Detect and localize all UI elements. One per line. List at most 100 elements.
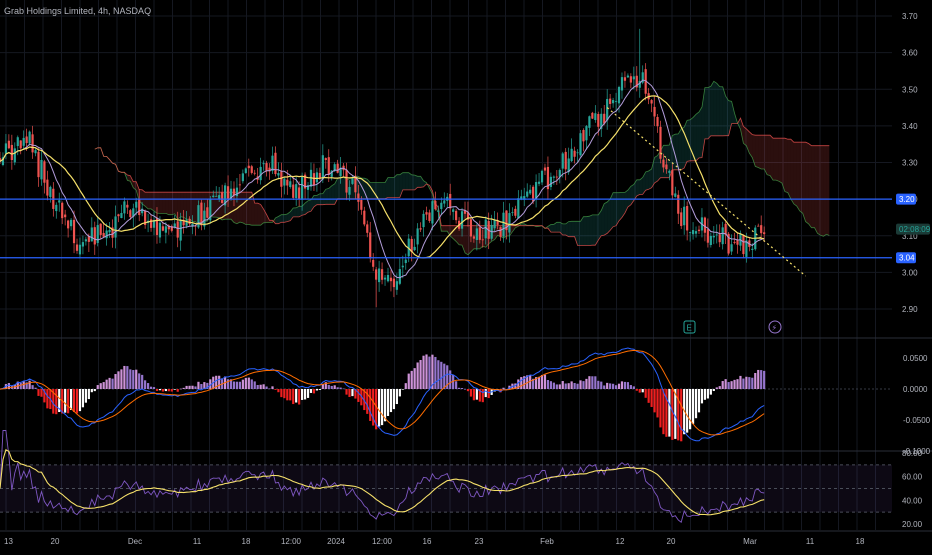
- candle-body[interactable]: [535, 182, 537, 199]
- candle-body[interactable]: [594, 113, 596, 120]
- candle-body[interactable]: [757, 226, 759, 227]
- candle-body[interactable]: [751, 249, 753, 250]
- candle-body[interactable]: [722, 227, 724, 244]
- candle-body[interactable]: [316, 172, 318, 182]
- candle-body[interactable]: [494, 220, 496, 228]
- candle-body[interactable]: [11, 145, 13, 160]
- candle-body[interactable]: [103, 233, 105, 237]
- candle-body[interactable]: [422, 214, 424, 227]
- candle-body[interactable]: [390, 278, 392, 281]
- candle-body[interactable]: [325, 158, 327, 160]
- candle-body[interactable]: [517, 198, 519, 218]
- candle-body[interactable]: [366, 224, 368, 232]
- candle-body[interactable]: [351, 179, 353, 184]
- candle-body[interactable]: [381, 269, 383, 280]
- candle-body[interactable]: [662, 160, 664, 168]
- candle-body[interactable]: [292, 185, 294, 198]
- candle-body[interactable]: [514, 209, 516, 216]
- candle-body[interactable]: [43, 161, 45, 182]
- candle-body[interactable]: [177, 221, 179, 237]
- candle-body[interactable]: [26, 136, 28, 143]
- candle-body[interactable]: [79, 245, 81, 255]
- candle-body[interactable]: [106, 231, 108, 239]
- candle-body[interactable]: [218, 195, 220, 199]
- candle-body[interactable]: [286, 180, 288, 186]
- candle-body[interactable]: [162, 226, 164, 230]
- candle-body[interactable]: [538, 182, 540, 184]
- candle-body[interactable]: [20, 140, 22, 148]
- candle-body[interactable]: [138, 199, 140, 215]
- candle-body[interactable]: [120, 213, 122, 218]
- candle-body[interactable]: [37, 152, 39, 177]
- candle-body[interactable]: [511, 212, 513, 213]
- candle-body[interactable]: [556, 177, 558, 178]
- candle-body[interactable]: [384, 278, 386, 280]
- candle-body[interactable]: [704, 218, 706, 233]
- candle-body[interactable]: [440, 203, 442, 209]
- candle-body[interactable]: [719, 234, 721, 242]
- candle-body[interactable]: [606, 99, 608, 120]
- candle-body[interactable]: [508, 213, 510, 232]
- candle-body[interactable]: [378, 268, 380, 282]
- candle-body[interactable]: [686, 206, 688, 230]
- candle-body[interactable]: [61, 203, 63, 218]
- candle-body[interactable]: [434, 201, 436, 209]
- candle-body[interactable]: [449, 194, 451, 208]
- candle-body[interactable]: [674, 193, 676, 196]
- candle-body[interactable]: [399, 269, 401, 284]
- candle-body[interactable]: [609, 99, 611, 104]
- candle-body[interactable]: [8, 141, 10, 148]
- candle-body[interactable]: [473, 236, 475, 238]
- candle-body[interactable]: [571, 149, 573, 161]
- candle-body[interactable]: [414, 247, 416, 250]
- candle-body[interactable]: [653, 107, 655, 117]
- candle-body[interactable]: [313, 173, 315, 185]
- candle-body[interactable]: [698, 230, 700, 231]
- candle-body[interactable]: [260, 167, 262, 180]
- candle-body[interactable]: [188, 219, 190, 224]
- candle-body[interactable]: [263, 163, 265, 164]
- candle-body[interactable]: [597, 114, 599, 127]
- candle-body[interactable]: [618, 87, 620, 103]
- candle-body[interactable]: [40, 160, 42, 179]
- candle-body[interactable]: [274, 153, 276, 174]
- candle-body[interactable]: [529, 190, 531, 194]
- candle-body[interactable]: [301, 177, 303, 200]
- candle-body[interactable]: [360, 200, 362, 210]
- candle-body[interactable]: [591, 113, 593, 119]
- candle-body[interactable]: [221, 192, 223, 203]
- candle-body[interactable]: [345, 170, 347, 193]
- candle-body[interactable]: [443, 200, 445, 203]
- candle-body[interactable]: [206, 207, 208, 217]
- candle-body[interactable]: [185, 220, 187, 226]
- candle-body[interactable]: [319, 173, 321, 178]
- candle-body[interactable]: [17, 137, 19, 146]
- candle-body[interactable]: [707, 229, 709, 243]
- candle-body[interactable]: [550, 177, 552, 187]
- candle-body[interactable]: [651, 100, 653, 103]
- candle-body[interactable]: [526, 192, 528, 197]
- candle-body[interactable]: [612, 100, 614, 103]
- candle-body[interactable]: [85, 239, 87, 241]
- candle-body[interactable]: [328, 157, 330, 175]
- candle-body[interactable]: [733, 242, 735, 243]
- candle-body[interactable]: [573, 151, 575, 157]
- candle-body[interactable]: [91, 227, 93, 241]
- candle-body[interactable]: [76, 244, 78, 250]
- candle-body[interactable]: [736, 240, 738, 245]
- candle-body[interactable]: [46, 180, 48, 196]
- candle-body[interactable]: [280, 172, 282, 187]
- candle-body[interactable]: [94, 227, 96, 244]
- candle-body[interactable]: [428, 213, 430, 221]
- candle-body[interactable]: [502, 213, 504, 237]
- candle-body[interactable]: [627, 76, 629, 78]
- candle-body[interactable]: [233, 189, 235, 196]
- candle-body[interactable]: [283, 179, 285, 186]
- candle-body[interactable]: [405, 260, 407, 263]
- candle-body[interactable]: [289, 181, 291, 187]
- candle-body[interactable]: [363, 211, 365, 225]
- candle-body[interactable]: [348, 187, 350, 195]
- candle-body[interactable]: [470, 219, 472, 236]
